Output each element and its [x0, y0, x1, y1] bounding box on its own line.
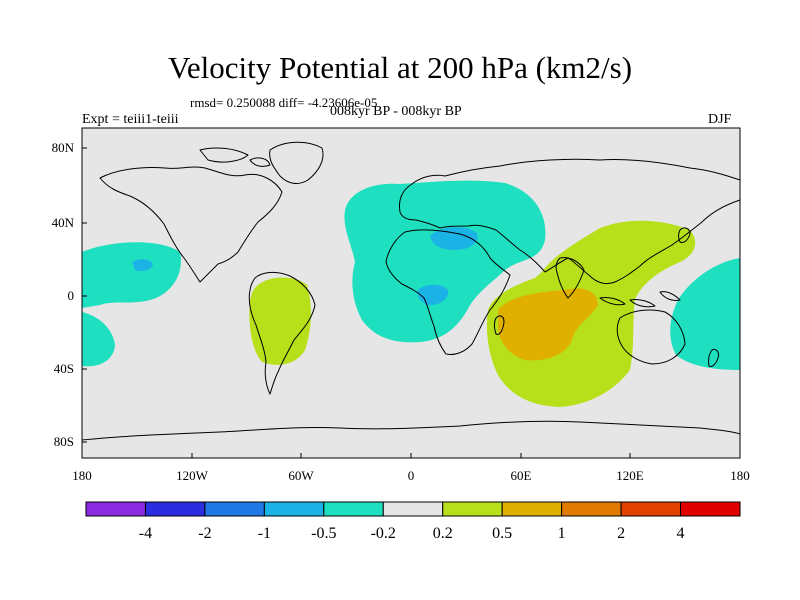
contour-negative-atlantic-africa — [344, 180, 546, 343]
colorbar-swatch — [680, 501, 741, 517]
colorbar-label: -2 — [198, 525, 211, 542]
coastlines — [81, 141, 741, 441]
contour-negative-core-mediterranean — [430, 227, 478, 250]
period-label: 008kyr BP - 008kyr BP — [330, 104, 462, 119]
colorbar-swatch — [144, 501, 206, 517]
coastline-madagascar — [494, 315, 505, 335]
x-tick-label: 180 — [72, 468, 92, 483]
coastline-japan — [678, 227, 691, 243]
coastline-north-america — [99, 166, 283, 283]
colorbar-label: 0.5 — [492, 525, 512, 542]
stats-label: rmsd= 0.250088 diff= -4.23606e-05 — [190, 95, 378, 110]
colorbar: -4 -2 -1 -0.5 -0.2 0.2 0.5 1 2 4 — [85, 501, 741, 542]
colorbar-label: 1 — [558, 525, 566, 542]
season-label: DJF — [708, 112, 732, 127]
contour-negative-core-pacific — [132, 259, 153, 272]
y-tick-label: 40N — [52, 215, 75, 230]
experiment-label: Expt = teiii1-teiii — [82, 112, 179, 127]
colorbar-label: -1 — [258, 525, 271, 542]
x-tick-label: 120E — [616, 468, 644, 483]
x-tick-label: 0 — [408, 468, 415, 483]
x-tick-label: 120W — [176, 468, 209, 483]
coastline-africa — [385, 229, 511, 355]
contour-negative-pacific-south — [82, 312, 115, 367]
y-tick-label: 80N — [52, 140, 75, 155]
coastline-greenland — [269, 141, 324, 184]
y-axis: 80N 40N 0 40S 80S — [52, 140, 87, 449]
colorbar-swatch — [204, 501, 265, 517]
colorbar-label: 2 — [617, 525, 625, 542]
colorbar-label: -0.2 — [371, 525, 396, 542]
coastline-new-zealand — [708, 349, 719, 367]
colorbar-swatch — [501, 501, 563, 517]
coastline-australia — [616, 309, 686, 365]
colorbar-swatch — [382, 501, 444, 517]
contour-fills — [82, 180, 740, 407]
contour-positive-south-america — [249, 277, 311, 365]
colorbar-swatch — [561, 501, 622, 517]
colorbar-label: 0.2 — [433, 525, 453, 542]
coastline-eurasia — [399, 158, 741, 285]
coastline-south-america — [248, 271, 316, 395]
map-panel — [81, 127, 741, 459]
coastline-indonesia — [599, 291, 681, 308]
coastline-arctic-islands — [199, 147, 271, 167]
colorbar-label: -0.5 — [311, 525, 336, 542]
x-axis: 180 120W 60W 0 60E 120E 180 — [72, 453, 750, 483]
colorbar-swatch — [323, 501, 384, 517]
contour-negative-east-pacific — [670, 258, 740, 370]
map-title: Velocity Potential at 200 hPa (km2/s) — [167, 50, 633, 85]
contour-negative-pacific — [82, 242, 181, 308]
colorbar-swatch — [620, 501, 682, 517]
contour-positive-indian-ocean — [486, 220, 696, 407]
colorbar-label: -4 — [139, 525, 152, 542]
x-tick-label: 60E — [511, 468, 532, 483]
colorbar-swatch — [263, 501, 325, 517]
y-tick-label: 0 — [68, 288, 75, 303]
x-tick-label: 60W — [288, 468, 314, 483]
coastline-india — [555, 257, 585, 299]
y-tick-label: 80S — [54, 434, 74, 449]
contour-positive-core-indian-ocean — [498, 288, 598, 361]
colorbar-swatch — [85, 501, 146, 517]
coastline-antarctica — [81, 420, 741, 441]
x-tick-label: 180 — [730, 468, 750, 483]
colorbar-label: 4 — [677, 525, 685, 542]
colorbar-swatch — [442, 501, 503, 517]
y-tick-label: 40S — [54, 361, 74, 376]
